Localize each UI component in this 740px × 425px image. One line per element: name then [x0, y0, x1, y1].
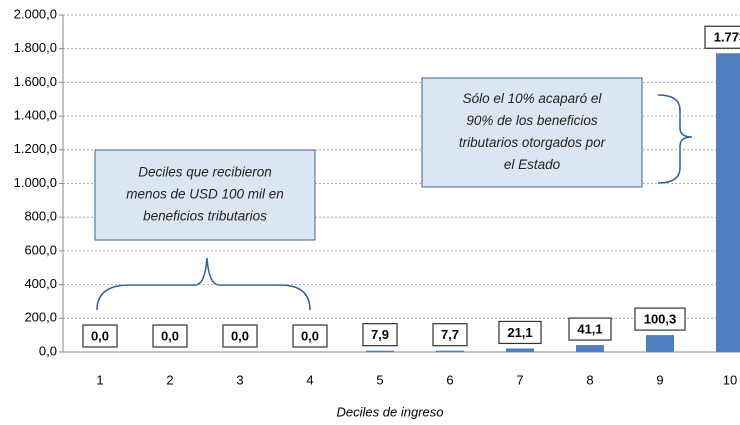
- value-label: 7,7: [441, 327, 459, 342]
- y-tick-label: 0,0: [39, 343, 57, 358]
- y-tick-label: 1.400,0: [14, 108, 57, 123]
- value-label-box: [498, 320, 542, 345]
- y-tick-label: 1.200,0: [14, 141, 57, 156]
- bar: [366, 350, 394, 352]
- value-label: 0,0: [231, 328, 249, 343]
- bar: [646, 335, 674, 352]
- y-tick-label: 200,0: [24, 310, 57, 325]
- x-tick-label: 4: [306, 372, 313, 387]
- value-label: 7,9: [371, 327, 389, 342]
- annotation-text: menos de USD 100 mil en: [126, 187, 284, 202]
- brace: [657, 94, 693, 184]
- x-tick-label: 1: [96, 372, 103, 387]
- bar: [506, 348, 534, 352]
- annotation-text: Sólo el 10% acaparó el: [463, 91, 603, 106]
- annotation-text: tributarios otorgados por: [459, 135, 606, 150]
- bar: [576, 345, 604, 352]
- value-label-box: [222, 324, 258, 348]
- value-label-box: [568, 317, 612, 341]
- y-tick-label: 1.000,0: [14, 175, 57, 190]
- x-tick-label: 3: [236, 372, 243, 387]
- y-tick-label: 400,0: [24, 276, 57, 291]
- value-label-box: [362, 323, 398, 347]
- annotation-box: [94, 149, 316, 241]
- x-tick-label: 10: [723, 372, 737, 387]
- x-tick-label: 8: [586, 372, 593, 387]
- value-label: 1.773: [714, 30, 740, 45]
- value-label-box: [432, 323, 468, 347]
- x-tick-label: 6: [446, 372, 453, 387]
- value-label-box: [292, 324, 328, 348]
- brace: [96, 257, 311, 311]
- annotation-text: beneficios tributarios: [143, 209, 267, 224]
- value-label: 21,1: [507, 325, 532, 340]
- y-tick-label: 2.000,0: [14, 6, 57, 21]
- value-label: 41,1: [577, 322, 602, 337]
- y-tick-label: 1.800,0: [14, 40, 57, 55]
- x-tick-label: 2: [166, 372, 173, 387]
- x-tick-label: 5: [376, 372, 383, 387]
- value-label: 0,0: [161, 328, 179, 343]
- annotation-text: 90% de los beneficios: [466, 113, 598, 128]
- value-label-box: [152, 324, 188, 348]
- value-label: 0,0: [91, 328, 109, 343]
- annotation-box: [421, 77, 643, 188]
- x-tick-label: 7: [516, 372, 523, 387]
- value-label: 0,0: [301, 328, 319, 343]
- bar: [716, 53, 740, 352]
- value-label-box: [634, 307, 686, 331]
- annotation-text: Deciles que recibieron: [138, 165, 272, 180]
- bar: [436, 350, 464, 352]
- value-label: 100,3: [644, 312, 677, 327]
- value-label-box: [82, 324, 118, 348]
- y-tick-label: 1.600,0: [14, 74, 57, 89]
- value-label-box: [704, 25, 740, 49]
- y-tick-label: 600,0: [24, 242, 57, 257]
- x-axis-title: Deciles de ingreso: [337, 404, 444, 419]
- x-tick-label: 9: [656, 372, 663, 387]
- annotation-text: el Estado: [504, 157, 561, 172]
- y-tick-label: 800,0: [24, 209, 57, 224]
